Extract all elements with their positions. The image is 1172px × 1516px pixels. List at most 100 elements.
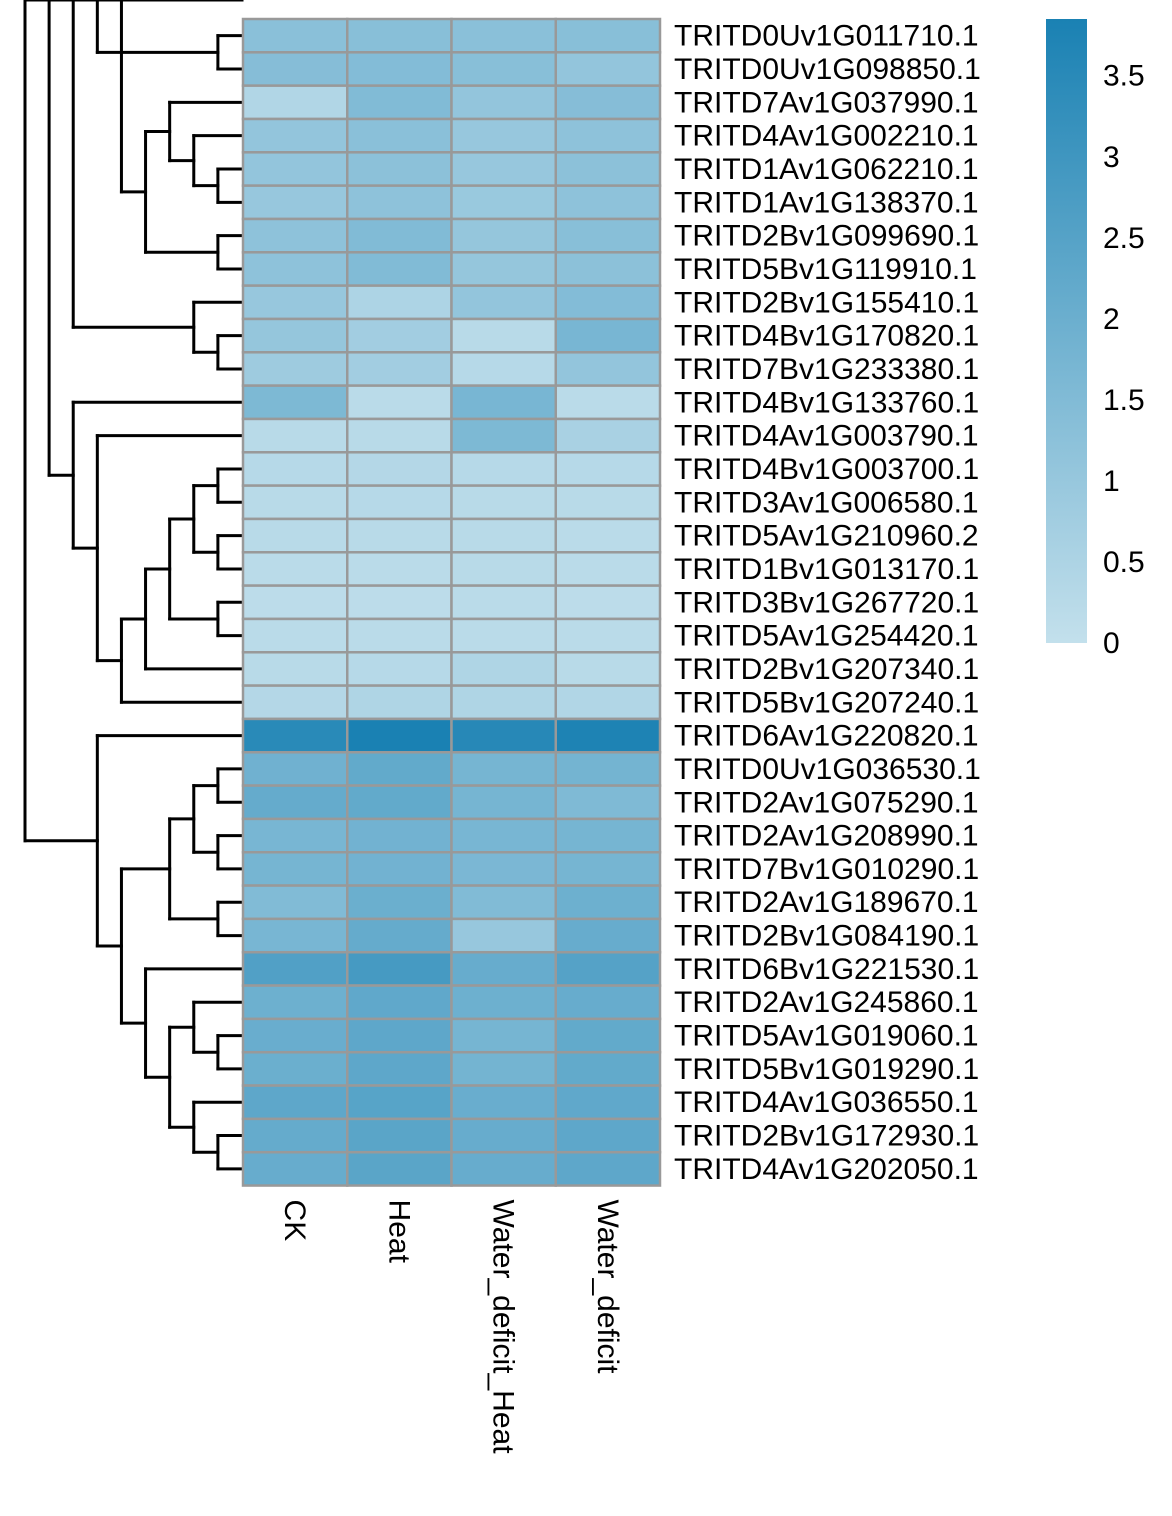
row-dendrogram: [23, 0, 244, 1171]
heatmap-cell: [450, 384, 557, 421]
heatmap-cell: [346, 17, 453, 54]
heatmap-cell: [554, 551, 662, 587]
heatmap-cell: [346, 950, 453, 987]
heatmap-cell: [346, 584, 453, 621]
heatmap-cell: [241, 217, 349, 254]
row-label: TRITD4Av1G003790.1: [674, 420, 979, 453]
heatmap-cell: [450, 617, 557, 654]
heatmap-cell: [450, 484, 557, 521]
heatmap-cell: [450, 950, 557, 987]
row-label: TRITD3Av1G006580.1: [674, 486, 979, 519]
row-label: TRITD4Bv1G170820.1: [674, 320, 979, 353]
legend-tick-label: 3.5: [1103, 60, 1145, 93]
column-label: CK: [278, 1200, 311, 1242]
heatmap-cell: [554, 117, 662, 154]
heatmap-cell: [554, 84, 662, 121]
heatmap-cell: [450, 1017, 557, 1054]
row-label: TRITD4Bv1G133760.1: [674, 386, 979, 419]
row-label: TRITD7Bv1G010290.1: [674, 853, 979, 886]
heatmap-cell: [450, 451, 557, 487]
heatmap-cell: [346, 1150, 453, 1187]
heatmap-cell: [346, 351, 453, 387]
heatmap-cell: [450, 51, 557, 87]
heatmap-cell: [450, 17, 557, 54]
column-label: Water_deficit_Heat: [487, 1200, 520, 1455]
heatmap-cell: [346, 851, 453, 887]
heatmap-cell: [346, 1084, 453, 1121]
heatmap-cell: [241, 317, 349, 354]
row-label: TRITD2Bv1G172930.1: [674, 1120, 979, 1153]
heatmap-cell: [554, 384, 662, 421]
heatmap-cell: [346, 1050, 453, 1087]
heatmap-cell: [241, 617, 349, 654]
row-label: TRITD2Bv1G099690.1: [674, 220, 979, 253]
legend-tick-label: 2: [1103, 303, 1120, 336]
heatmap-cell: [346, 684, 453, 721]
row-label: TRITD5Bv1G119910.1: [674, 253, 977, 286]
heatmap-cell: [346, 384, 453, 421]
heatmap-cell: [346, 84, 453, 121]
heatmap-cell: [450, 84, 557, 121]
heatmap-cell: [346, 151, 453, 187]
heatmap-cell: [450, 684, 557, 721]
heatmap-cell: [241, 884, 349, 921]
heatmap-cell: [241, 950, 349, 987]
heatmap-cell: [554, 284, 662, 321]
legend-tick-label: 1: [1103, 465, 1120, 498]
heatmap-cell: [554, 351, 662, 387]
heatmap-cell: [450, 417, 557, 454]
heatmap-cell: [241, 1050, 349, 1087]
row-label: TRITD5Av1G210960.2: [674, 520, 979, 553]
heatmap-cell: [241, 251, 349, 287]
heatmap-cell: [554, 651, 662, 687]
heatmap-cell: [450, 984, 557, 1021]
heatmap-cell: [241, 351, 349, 387]
heatmap-cell: [554, 517, 662, 554]
heatmap-cell: [554, 184, 662, 221]
heatmap-cell: [554, 984, 662, 1021]
color-legend: 0 0.5 1 1.5 2 2.5 3 3.5: [1046, 19, 1145, 660]
legend-color-bar: [1046, 19, 1087, 643]
heatmap-cell: [554, 217, 662, 254]
heatmap-cell: [450, 884, 557, 921]
heatmap-cell: [241, 1084, 349, 1121]
row-label: TRITD5Bv1G207240.1: [674, 686, 979, 719]
row-label: TRITD4Bv1G003700.1: [674, 453, 979, 486]
heatmap-cell: [450, 184, 557, 221]
heatmap-cell: [554, 584, 662, 621]
heatmap-cell: [554, 917, 662, 954]
heatmap-cell: [346, 617, 453, 654]
heatmap-cell: [554, 251, 662, 287]
heatmap-cell: [450, 517, 557, 554]
heatmap-cell: [241, 984, 349, 1021]
heatmap-cell: [554, 617, 662, 654]
heatmap-cell: [554, 417, 662, 454]
heatmap-cell: [241, 417, 349, 454]
heatmap-cell: [554, 817, 662, 854]
heatmap-cell: [346, 717, 453, 754]
heatmap-cell: [450, 117, 557, 154]
heatmap-cell: [346, 184, 453, 221]
heatmap-cell: [554, 1017, 662, 1054]
heatmap-cell: [241, 584, 349, 621]
legend-tick-label: 0.5: [1103, 546, 1145, 579]
row-label: TRITD4Av1G202050.1: [674, 1153, 979, 1186]
heatmap-cell: [554, 151, 662, 187]
heatmap-cell: [554, 784, 662, 821]
heatmap-cell: [346, 817, 453, 854]
row-label: TRITD4Av1G002210.1: [674, 120, 979, 153]
heatmap-cell: [346, 484, 453, 521]
heatmap-cell: [554, 1050, 662, 1087]
row-label: TRITD2Av1G208990.1: [674, 820, 979, 853]
heatmap-cell: [241, 84, 349, 121]
heatmap-cell: [554, 851, 662, 887]
row-label: TRITD2Bv1G084190.1: [674, 920, 979, 953]
row-label: TRITD2Bv1G155410.1: [674, 286, 979, 319]
heatmap-cell: [346, 751, 453, 787]
heatmap-cell: [241, 384, 349, 421]
heatmap-cell: [241, 851, 349, 887]
row-label: TRITD6Av1G220820.1: [674, 720, 979, 753]
heatmap-cell: [241, 717, 349, 754]
row-label: TRITD6Bv1G221530.1: [674, 953, 979, 986]
heatmap-cell: [554, 1117, 662, 1154]
